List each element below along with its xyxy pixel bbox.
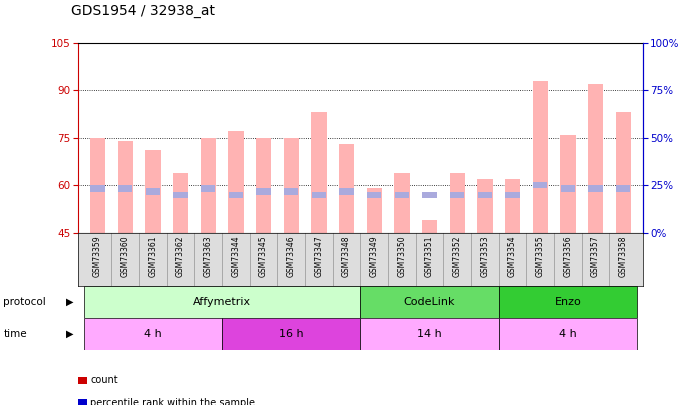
Bar	[228, 192, 243, 198]
Text: Enzo: Enzo	[554, 297, 581, 307]
Text: GSM73361: GSM73361	[148, 236, 157, 277]
Bar	[146, 188, 160, 195]
Bar	[422, 192, 437, 198]
Bar	[532, 81, 548, 233]
Bar	[222, 318, 360, 350]
Text: GSM73350: GSM73350	[397, 236, 407, 277]
Bar	[588, 185, 602, 192]
Text: GSM73348: GSM73348	[342, 236, 351, 277]
Text: CodeLink: CodeLink	[404, 297, 456, 307]
Bar	[284, 188, 299, 195]
Text: GSM73349: GSM73349	[370, 236, 379, 277]
Bar	[84, 286, 360, 318]
Bar	[367, 188, 382, 233]
Bar	[498, 286, 637, 318]
Bar	[118, 185, 133, 192]
Text: count: count	[90, 375, 118, 385]
Text: GSM73357: GSM73357	[591, 236, 600, 277]
Text: GSM73353: GSM73353	[480, 236, 490, 277]
Bar	[201, 138, 216, 233]
Text: GSM73344: GSM73344	[231, 236, 241, 277]
Text: 16 h: 16 h	[279, 329, 303, 339]
Bar	[173, 192, 188, 198]
Bar	[360, 286, 498, 318]
Text: GDS1954 / 32938_at: GDS1954 / 32938_at	[71, 4, 216, 18]
Bar	[533, 182, 547, 188]
Bar	[394, 173, 409, 233]
Text: 4 h: 4 h	[144, 329, 162, 339]
Bar	[560, 134, 575, 233]
Text: GSM73345: GSM73345	[259, 236, 268, 277]
Bar	[118, 141, 133, 233]
Bar	[311, 112, 326, 233]
Bar	[422, 220, 437, 233]
Bar	[394, 192, 409, 198]
Text: GSM73355: GSM73355	[536, 236, 545, 277]
Text: 4 h: 4 h	[559, 329, 577, 339]
Text: 14 h: 14 h	[418, 329, 442, 339]
Bar	[90, 138, 105, 233]
Bar	[450, 192, 464, 198]
Bar	[284, 138, 299, 233]
Text: GSM73352: GSM73352	[453, 236, 462, 277]
Bar	[173, 173, 188, 233]
Bar	[84, 318, 222, 350]
Bar	[367, 192, 381, 198]
Bar	[505, 192, 520, 198]
Text: GSM73360: GSM73360	[121, 236, 130, 277]
Bar	[561, 185, 575, 192]
Text: GSM73356: GSM73356	[564, 236, 573, 277]
Text: GSM73346: GSM73346	[287, 236, 296, 277]
Text: protocol: protocol	[3, 297, 46, 307]
Bar	[449, 173, 465, 233]
Bar	[228, 131, 243, 233]
Text: percentile rank within the sample: percentile rank within the sample	[90, 398, 256, 405]
Bar	[588, 84, 603, 233]
Text: ▶: ▶	[66, 329, 74, 339]
Text: GSM73347: GSM73347	[314, 236, 324, 277]
Bar	[616, 185, 630, 192]
Bar	[311, 192, 326, 198]
Bar	[505, 179, 520, 233]
Bar	[201, 185, 216, 192]
Text: Affymetrix: Affymetrix	[193, 297, 251, 307]
Bar	[477, 179, 492, 233]
Bar	[339, 144, 354, 233]
Bar	[360, 318, 498, 350]
Text: GSM73362: GSM73362	[176, 236, 185, 277]
Bar	[339, 188, 354, 195]
Bar	[256, 188, 271, 195]
Bar	[146, 150, 160, 233]
Bar	[615, 112, 631, 233]
Text: GSM73363: GSM73363	[204, 236, 213, 277]
Bar	[477, 192, 492, 198]
Text: GSM73354: GSM73354	[508, 236, 517, 277]
Text: time: time	[3, 329, 27, 339]
Text: GSM73358: GSM73358	[619, 236, 628, 277]
Text: GSM73359: GSM73359	[93, 236, 102, 277]
Bar	[90, 185, 105, 192]
Bar	[498, 318, 637, 350]
Bar	[256, 138, 271, 233]
Text: ▶: ▶	[66, 297, 74, 307]
Text: GSM73351: GSM73351	[425, 236, 434, 277]
